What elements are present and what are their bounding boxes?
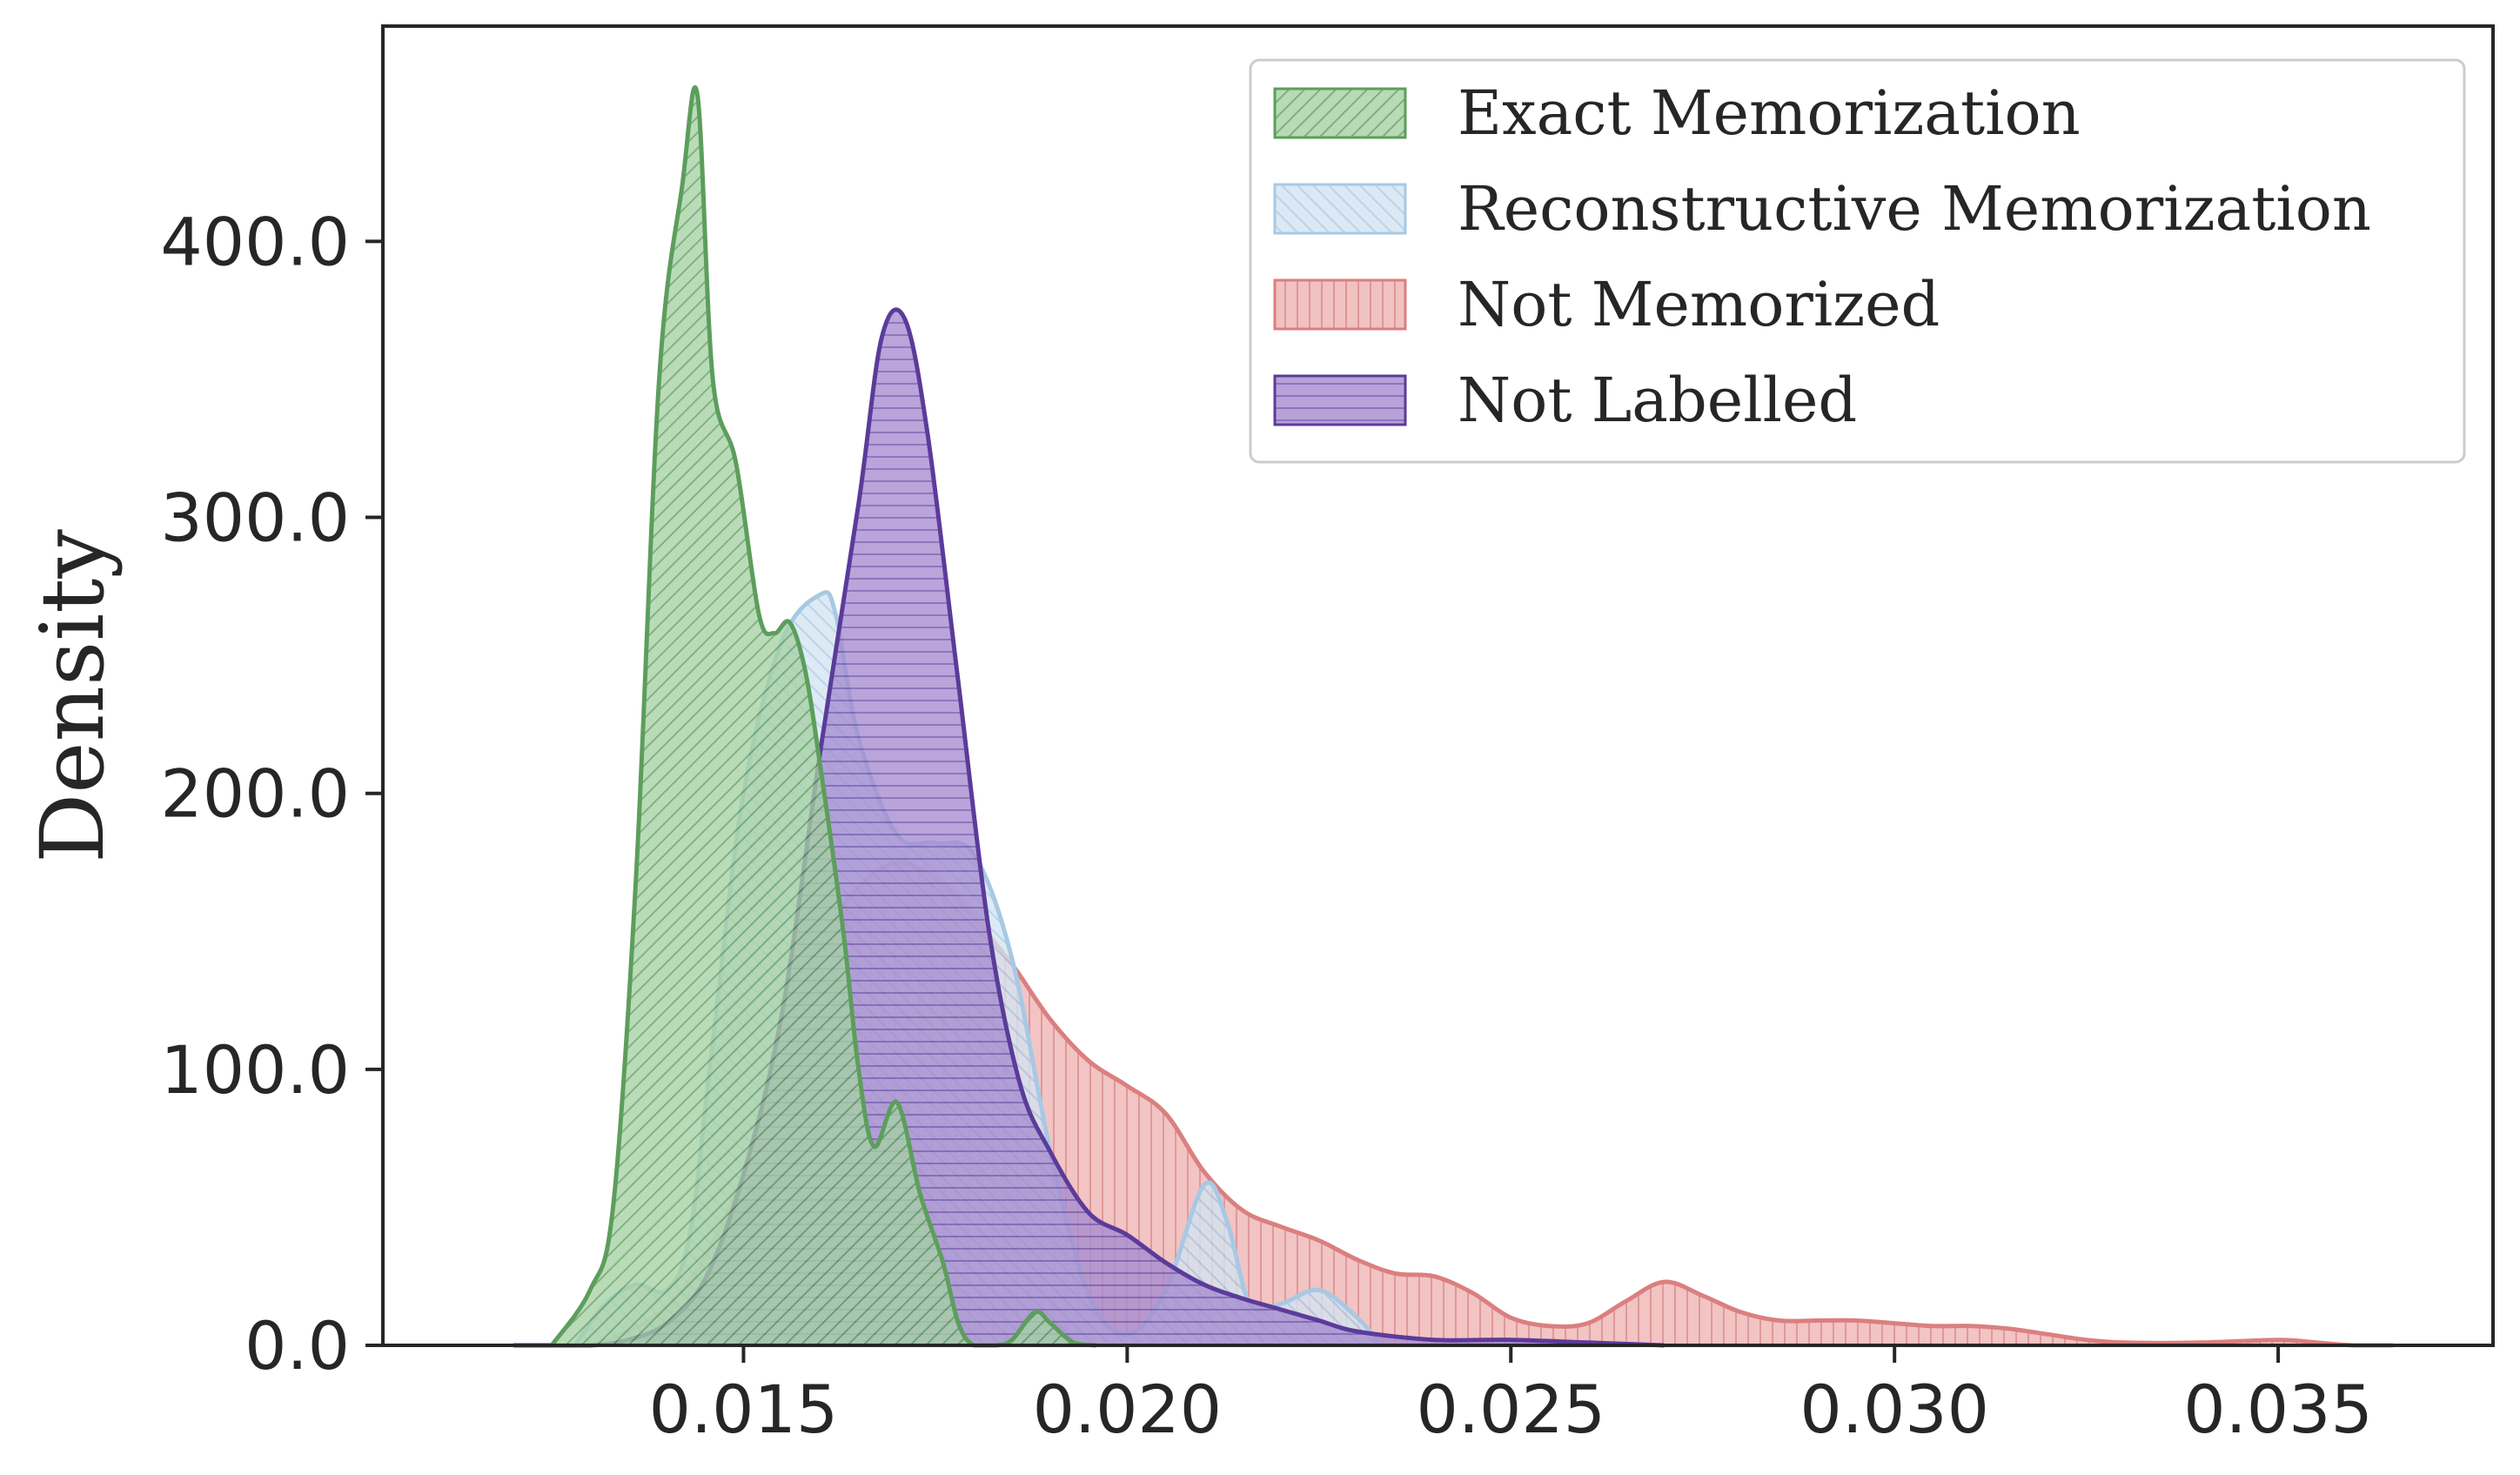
y-axis-label: Density <box>22 529 124 863</box>
legend: Exact Memorization Reconstructive Memoriz… <box>1249 58 2466 464</box>
legend-label-not-labelled: Not Labelled <box>1458 365 1857 436</box>
legend-swatch-not-memorized <box>1273 278 1407 331</box>
x-tick-label: 0.015 <box>649 1371 839 1448</box>
legend-label-not-memorized: Not Memorized <box>1458 269 1940 340</box>
series-area-exact-memorization <box>552 87 1097 1346</box>
series-layer <box>513 85 2394 1348</box>
x-tick-label: 0.035 <box>2183 1371 2373 1448</box>
legend-swatch-not-labelled <box>1273 374 1407 426</box>
y-tick-label: 400.0 <box>160 203 350 280</box>
y-tick-label: 300.0 <box>160 479 350 557</box>
legend-swatch-exact-memorization <box>1273 87 1407 139</box>
y-tick-label: 200.0 <box>160 755 350 833</box>
plot-frame <box>381 24 2495 1347</box>
legend-label-exact-memorization: Exact Memorization <box>1458 77 2081 149</box>
y-tick-label: 0.0 <box>245 1307 350 1384</box>
x-tick-label: 0.025 <box>1416 1371 1605 1448</box>
x-axis: 0.015 0.020 0.025 0.030 0.035 <box>649 1345 2373 1448</box>
x-tick-label: 0.020 <box>1033 1371 1223 1448</box>
legend-label-reconstructive-memorization: Reconstructive Memorization <box>1458 173 2371 245</box>
legend-box <box>1249 58 2466 464</box>
x-tick-label: 0.030 <box>1800 1371 1989 1448</box>
y-axis: 0.0 100.0 200.0 300.0 400.0 <box>160 203 383 1384</box>
y-tick-label: 100.0 <box>160 1031 350 1109</box>
legend-swatch-reconstructive-memorization <box>1273 183 1407 235</box>
